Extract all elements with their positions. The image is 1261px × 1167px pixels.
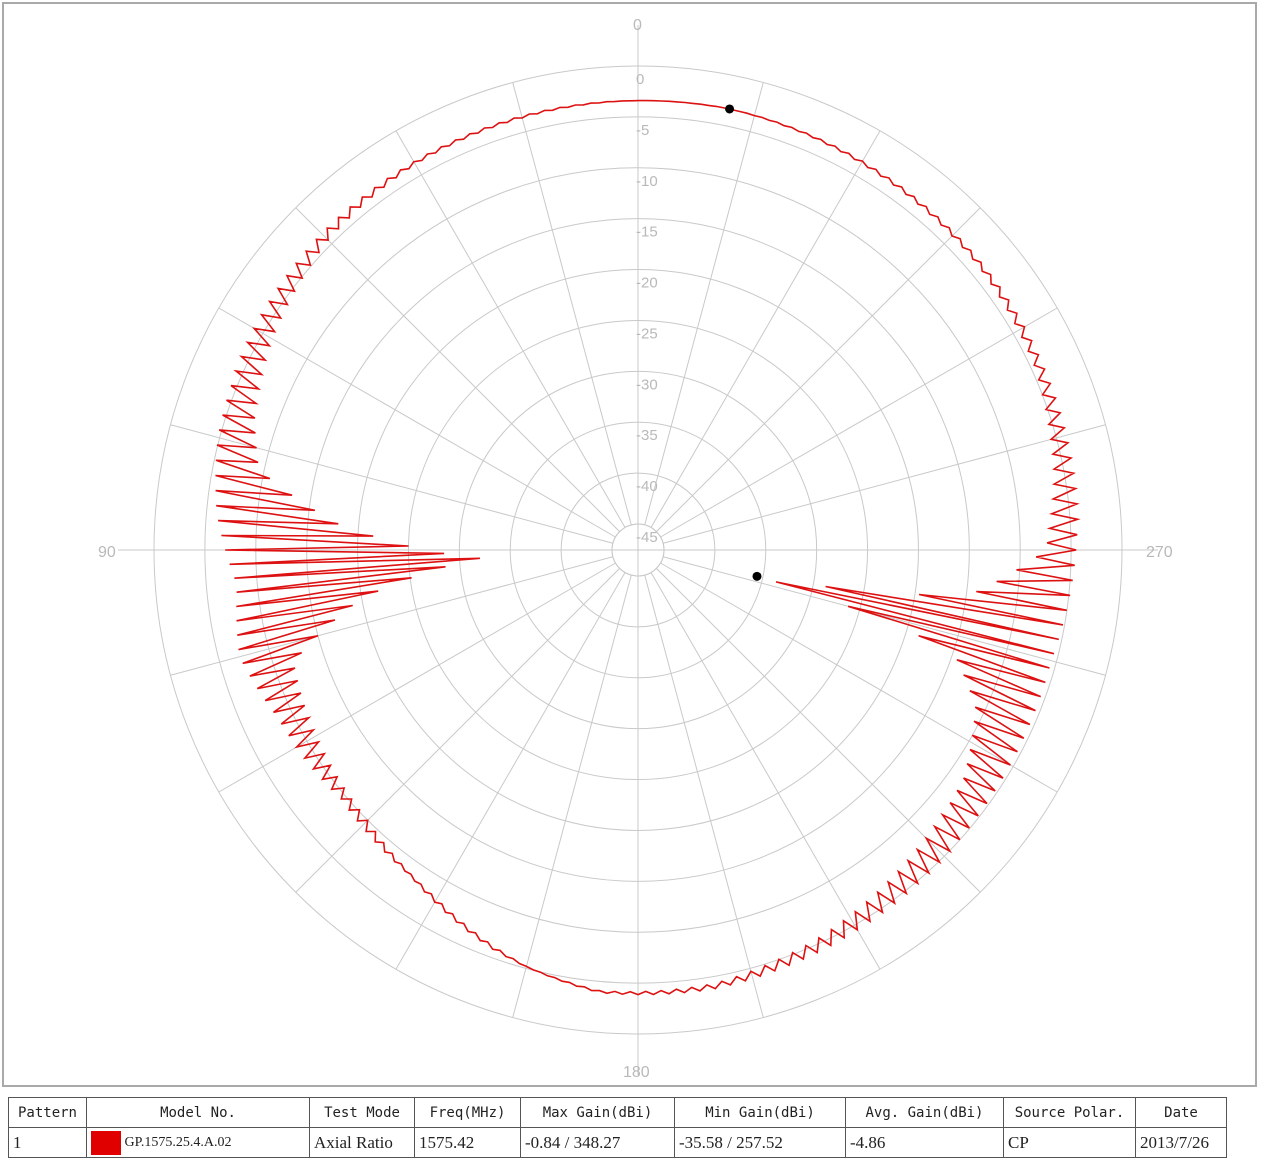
grid-spoke [644,82,764,526]
header-model: Model No. [86,1097,310,1128]
radial-tick-label: -20 [636,275,658,292]
radial-tick-label: -35 [636,427,658,444]
grid-spoke [218,307,616,538]
pattern-legend-table: Pattern Model No. Test Mode Freq(MHz) Ma… [8,1097,1227,1158]
header-max-gain: Max Gain(dBi) [520,1097,675,1128]
grid-spoke [170,424,614,544]
grid-spoke [170,556,614,676]
radial-tick-label: -45 [636,529,658,546]
pattern-color-swatch [91,1130,121,1155]
polar-plot-frame: 0 -5 -10 -15 -20 -25 -30 -35 -40 -45 0 90 180 270 [2,2,1257,1087]
grid-spoke [656,568,981,893]
trace-markers [725,104,762,581]
pattern-trace [215,99,1081,996]
avg-gain-cell: -4.86 [845,1127,1004,1158]
max-gain-cell: -0.84 / 348.27 [520,1127,675,1158]
grid-spoke [650,572,881,970]
polar-chart: 0 -5 -10 -15 -20 -25 -30 -35 -40 -45 0 90 180 270 [98,17,1173,1081]
test-mode-cell: Axial Ratio [309,1127,415,1158]
radial-tick-label: -25 [636,325,658,342]
grid-spoke [662,424,1106,544]
radial-tick-label: -5 [636,122,649,139]
header-freq: Freq(MHz) [414,1097,521,1128]
model-number: GP.1575.25.4.A.02 [124,1134,232,1150]
grid-spoke [660,562,1058,793]
grid-spoke [656,207,981,532]
angle-label-0: 0 [633,17,642,34]
date-cell: 2013/7/26 [1135,1127,1227,1158]
radial-tick-labels: 0 -5 -10 -15 -20 -25 -30 -35 -40 -45 [636,71,658,546]
grid-spoke [295,568,620,893]
model-cell: GP.1575.25.4.A.02 [86,1127,310,1158]
grid-spoke [650,130,881,528]
radial-tick-label: 0 [636,71,644,88]
angle-label-270: 270 [1146,544,1173,561]
grid-spoke [218,562,616,793]
angle-labels: 0 90 180 270 [98,17,1173,1081]
header-min-gain: Min Gain(dBi) [674,1097,846,1128]
radial-tick-label: -10 [636,173,658,190]
radial-tick-label: -40 [636,478,658,495]
grid-spoke [295,207,620,532]
series-line [215,99,1081,996]
legend-header-row: Pattern Model No. Test Mode Freq(MHz) Ma… [8,1097,1227,1128]
header-test-mode: Test Mode [309,1097,415,1128]
source-polar-cell: CP [1003,1127,1136,1158]
trace-marker [752,571,762,581]
header-source-polar: Source Polar. [1003,1097,1136,1128]
grid-spoke [644,574,764,1018]
angle-label-90: 90 [98,544,116,561]
legend-row: 1 GP.1575.25.4.A.02 Axial Ratio 1575.42 … [8,1127,1227,1158]
grid-spoke [395,130,626,528]
grid-spoke [395,572,626,970]
header-date: Date [1135,1097,1227,1128]
grid-spoke [512,82,632,526]
grid-spoke [660,307,1058,538]
trace-marker [725,104,735,114]
radial-tick-label: -15 [636,224,658,241]
pattern-number: 1 [13,1132,22,1152]
grid-spoke [662,556,1106,676]
radial-tick-label: -30 [636,376,658,393]
freq-cell: 1575.42 [414,1127,521,1158]
header-pattern: Pattern [8,1097,87,1128]
angle-label-180: 180 [623,1064,650,1081]
min-gain-cell: -35.58 / 257.52 [674,1127,846,1158]
grid-spoke [512,574,632,1018]
pattern-cell: 1 [8,1127,87,1158]
header-avg-gain: Avg. Gain(dBi) [845,1097,1004,1128]
